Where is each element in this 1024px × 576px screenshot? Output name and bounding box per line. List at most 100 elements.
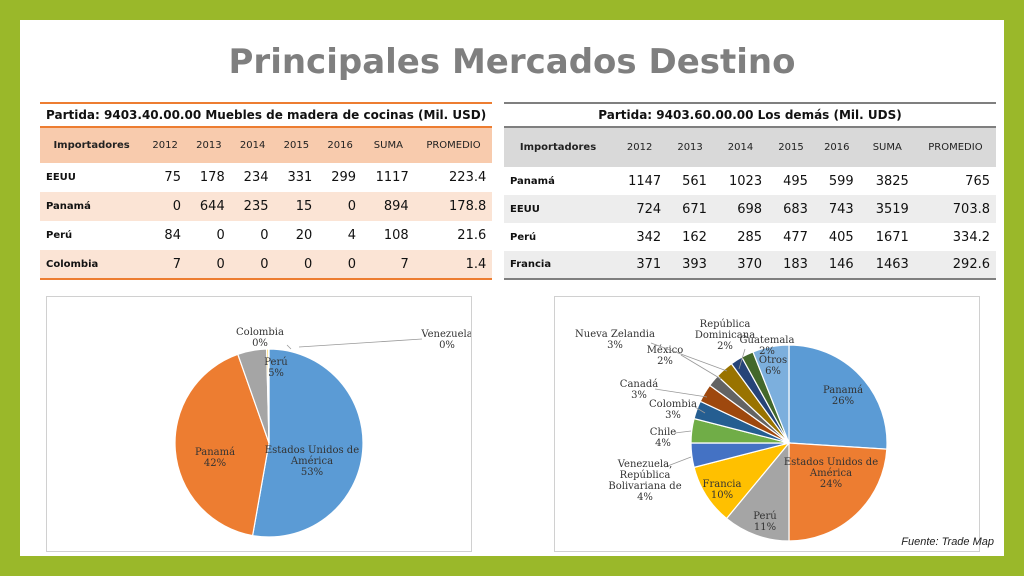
cell: 331 [287,170,313,185]
slice-label: México [647,345,684,356]
cell: 234 [243,170,269,185]
pie-slice [174,353,270,537]
slice-label: Perú [753,511,777,522]
col-header: 2012 [152,140,178,151]
cell: 342 [636,229,662,245]
pie-slice [788,344,888,450]
cell: 371 [612,251,668,280]
cell: 21.6 [457,228,487,243]
slice-value-label: 3% [631,390,647,401]
cell: Panamá [510,175,555,187]
pie-chart-right: Panamá 26% Estados Unidos de América 24% Perú… [554,296,980,552]
col-header: PROMEDIO [426,140,481,151]
table-row: Francia 371 393 370 183 146 1463 292.6 [504,251,996,280]
pie-chart-left: Estados Unidos de América 53% Panamá 42% Perú… [46,296,473,552]
cell: 3519 [875,201,909,217]
table-row: Panamá 1147 561 1023 495 599 3825 765 [504,167,996,195]
slice-value-label: 4% [655,438,671,449]
pie-slice [267,348,270,444]
cell: 15 [295,199,313,214]
cell: 108 [383,228,409,243]
slice-label: República Dominicana [695,319,755,341]
leader-line [654,388,708,398]
cell: 0 [347,199,357,214]
cell: 0 [274,250,319,280]
cell: 292.6 [914,251,996,280]
cell: 477 [783,229,808,245]
slice-value-label: 3% [665,410,681,421]
cell: 370 [712,251,769,280]
leader-line [664,456,692,468]
cell: Francia [504,251,613,280]
leader-line [694,406,706,414]
cell: 1463 [859,251,915,280]
cell: 4 [347,228,357,243]
cell: Perú [510,231,537,243]
cell: 84 [164,228,181,243]
col-header: Importadores [519,142,597,153]
col-header: 2013 [196,140,222,151]
cell: 1117 [375,170,409,185]
slice-label: Colombia [649,399,697,410]
slice-value-label: 6% [765,366,781,377]
slice-value-label: 3% [607,340,623,351]
cell: 683 [783,201,808,217]
cell: 0 [172,199,181,214]
cell: 162 [682,229,707,245]
source-note: Fuente: Trade Map [901,536,994,548]
pie-slice [725,441,790,542]
cell: 0 [216,228,225,243]
slice-value-label: 2% [717,341,733,352]
cell: 7 [362,250,415,280]
col-header: 2013 [677,142,703,153]
table-row: Perú 84 0 0 20 4 108 21.6 [40,221,493,250]
leader-line [674,430,692,434]
leader-line [680,354,722,380]
col-header: 2016 [824,142,850,153]
slice-label: Venezuela [420,329,471,340]
col-header: 2014 [239,140,266,151]
slice-value-label: 10% [711,490,733,501]
table-row: Perú 342 162 285 477 405 1671 334.2 [504,223,996,251]
leader-line [738,348,746,370]
col-header: 2016 [327,140,353,151]
cell: EEUU [510,203,540,215]
cell: 3825 [875,173,909,189]
cell: 1671 [875,229,909,245]
cell: 405 [828,229,854,245]
cell: 0 [318,250,363,280]
cell: 765 [965,173,990,189]
pie-slice [251,348,364,538]
slice-label: Guatemala [740,335,795,346]
slice-value-label: 2% [759,346,775,357]
slice-label: Francia [703,479,742,490]
cell: 146 [813,251,860,280]
slice-value-label: 26% [832,396,854,407]
col-header: PROMEDIO [928,142,983,153]
cell: 561 [682,173,707,189]
slice-value-label: 24% [820,479,842,490]
cell: 703.8 [952,201,990,217]
slice-value-label: 4% [637,492,653,503]
table-right-caption: Partida: 9403.60.00.00 Los demás (Mil. U… [598,108,902,122]
cell: 1.4 [414,250,493,280]
col-header: SUMA [872,142,902,153]
cell: 743 [828,201,854,217]
slice-label: Panamá [823,385,863,396]
cell: 671 [682,201,707,217]
col-header: SUMA [373,140,403,151]
table-left-caption: Partida: 9403.40.00.00 Muebles de madera… [46,108,487,122]
col-header: 2014 [727,142,754,153]
cell: EEUU [46,172,76,183]
cell: 724 [636,201,662,217]
slice-label: Nueva Zelandia [575,329,655,340]
slice-label: Otros [759,355,787,366]
slide-title: Principales Mercados Destino [228,42,796,82]
slide: Principales Mercados Destino Partida: 94… [20,20,1004,556]
cell: 0 [230,250,275,280]
table-row: EEUU 75 178 234 331 299 1117 223.4 [40,163,493,192]
cell: 183 [768,251,814,280]
slice-value-label: 2% [657,356,673,367]
